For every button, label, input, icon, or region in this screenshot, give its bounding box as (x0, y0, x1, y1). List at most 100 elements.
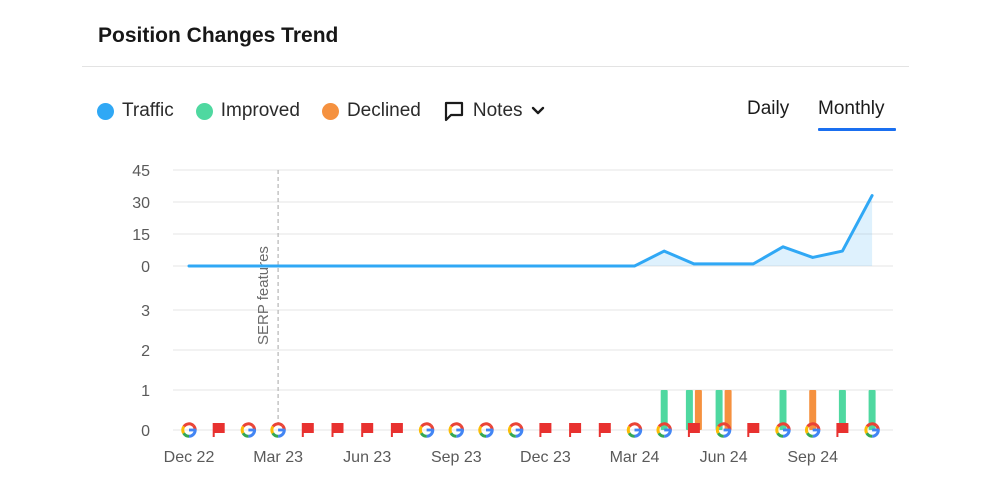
google-icon-segment (448, 425, 453, 434)
google-icon (508, 422, 524, 438)
flag-icon (212, 423, 225, 437)
flag-icon (361, 423, 374, 437)
period-monthly-tab[interactable]: Monthly (818, 98, 885, 119)
traffic-area (189, 195, 873, 266)
google-icon-segment (182, 432, 190, 438)
improved-bar (838, 390, 846, 430)
google-icon-segment (805, 425, 809, 434)
flag-icon (301, 423, 314, 437)
y-tick-traffic: 45 (132, 163, 150, 180)
comment-icon (444, 101, 463, 122)
google-icon-bar (812, 428, 820, 432)
google-icon-segment (775, 425, 780, 434)
google-icon (478, 422, 494, 438)
chart-title: Position Changes Trend (98, 24, 339, 47)
x-tick-label: Dec 23 (520, 449, 571, 466)
legend-traffic-label: Traffic (122, 100, 174, 121)
google-icon (181, 422, 197, 438)
legend-improved[interactable]: Improved (195, 100, 300, 122)
google-icon-bar (783, 428, 791, 432)
google-icon (805, 422, 821, 438)
flag-icon (747, 423, 760, 437)
google-icon-segment (242, 422, 254, 428)
google-icon (448, 422, 464, 438)
google-icon-bar (189, 428, 197, 432)
google-icon-segment (479, 432, 487, 438)
google-icon-segment (806, 432, 813, 438)
google-icon-bar (664, 428, 672, 432)
google-icon-segment (271, 422, 284, 428)
traffic-line (187, 194, 874, 268)
google-icon-bar (278, 428, 286, 432)
improved-bar (660, 390, 668, 430)
declined-bar (724, 390, 732, 430)
declined-bar (694, 390, 702, 430)
google-icon-segment (715, 425, 720, 434)
improved-bar (779, 390, 787, 430)
google-icon-segment (420, 422, 433, 428)
x-tick-label: Mar 23 (253, 449, 303, 466)
flag-icon (390, 423, 403, 437)
flag-icon (836, 423, 849, 437)
google-icon-segment (181, 425, 186, 434)
google-icon-segment (657, 432, 665, 438)
flag-icon (331, 423, 344, 437)
google-icon-segment (865, 422, 878, 428)
google-icon (775, 422, 791, 438)
google-icon-segment (626, 425, 631, 434)
google-icon (626, 422, 643, 438)
google-icon-segment (716, 432, 724, 438)
y-tick-positions: 0 (141, 423, 150, 440)
flag-icon (539, 423, 552, 437)
google-icon-segment (717, 422, 730, 428)
google-icon (656, 422, 672, 438)
x-tick-label: Sep 24 (787, 449, 838, 466)
google-icon-segment (628, 422, 640, 428)
google-icon-bar (486, 428, 494, 432)
y-tick-traffic: 30 (132, 195, 150, 212)
google-icon-bar (456, 428, 464, 432)
period-daily-tab[interactable]: Daily (747, 98, 790, 119)
google-icon-segment (657, 422, 670, 428)
x-tick-label: Jun 24 (700, 449, 748, 466)
y-tick-positions: 3 (141, 303, 150, 320)
google-icon-segment (449, 432, 457, 438)
declined-bar (809, 390, 817, 430)
legend-declined[interactable]: Declined (321, 100, 421, 122)
improved-bar (715, 390, 723, 430)
google-icon-segment (864, 425, 869, 434)
y-tick-positions: 2 (141, 343, 150, 360)
google-icon-segment (240, 425, 245, 434)
google-icon-bar (248, 428, 256, 432)
legend-improved-label: Improved (220, 100, 300, 121)
chevron-down-icon (531, 106, 544, 115)
google-icon-segment (478, 425, 483, 434)
google-icon-segment (241, 432, 249, 438)
flag-icon (687, 423, 700, 437)
google-icon-bar (634, 428, 642, 432)
improved-bar (868, 390, 876, 430)
google-icon-bar (872, 428, 880, 432)
google-icon-segment (806, 422, 819, 428)
notes-dropdown[interactable]: Notes (443, 100, 553, 122)
google-icon-segment (449, 422, 462, 428)
google-icon-segment (865, 432, 873, 438)
improved-dot-icon (195, 102, 213, 120)
google-icon (864, 422, 880, 438)
x-tick-label: Dec 22 (164, 449, 215, 466)
google-icon-bar (723, 428, 731, 432)
y-tick-positions: 1 (141, 383, 150, 400)
google-icon (418, 422, 435, 438)
google-icon-segment (656, 425, 661, 434)
declined-dot-icon (321, 102, 339, 120)
google-icon (240, 422, 257, 438)
legend-traffic[interactable]: Traffic (97, 100, 174, 122)
google-icon-segment (270, 425, 275, 434)
legend-declined-label: Declined (346, 100, 421, 121)
google-icon-bar (515, 428, 523, 432)
google-icon-segment (776, 422, 789, 428)
google-icon-segment (479, 422, 492, 428)
google-icon-segment (509, 422, 522, 428)
google-icon-segment (776, 432, 784, 438)
